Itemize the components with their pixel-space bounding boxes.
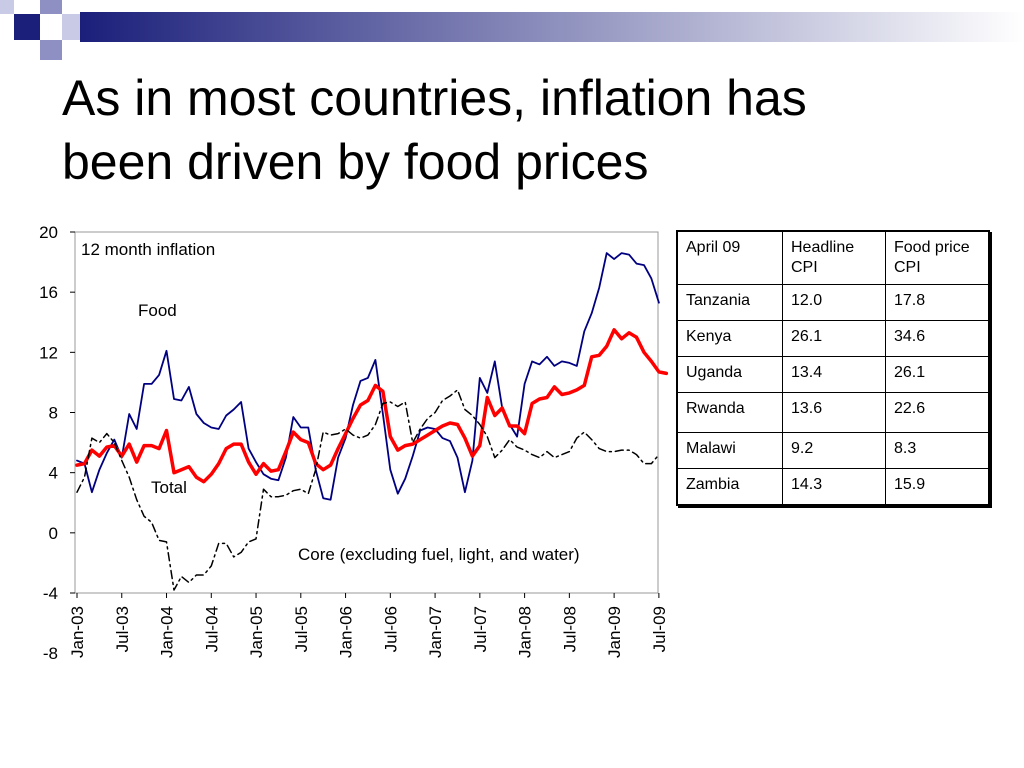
y-tick-label: -4 [43, 584, 58, 603]
y-axis: 20 16 12 8 4 0 -4 -8 [39, 223, 75, 663]
x-tick-label: Jul-09 [650, 606, 669, 652]
cpi-table-cell: 22.6 [885, 392, 990, 433]
chart-title: 12 month inflation [81, 240, 215, 259]
cpi-table-cell: Malawi [676, 432, 783, 469]
cpi-table-cell: 14.3 [782, 468, 886, 505]
series-line-total [75, 328, 669, 484]
cpi-table-cell: 26.1 [782, 320, 886, 357]
y-tick-label: -8 [43, 644, 58, 663]
cpi-table-row: Rwanda 13.6 22.6 [676, 392, 990, 433]
cpi-table-cell: 12.0 [782, 284, 886, 321]
deco-square-dark [14, 14, 40, 40]
slide-title-line1: As in most countries, inflation has [62, 70, 807, 126]
x-tick-label: Jan-05 [247, 606, 266, 658]
core-series-label: Core (excluding fuel, light, and water) [298, 545, 580, 564]
x-tick-label: Jul-03 [113, 606, 132, 652]
deco-square-mid [40, 0, 62, 14]
cpi-table-row: Zambia 14.3 15.9 [676, 468, 990, 505]
series-group [75, 252, 669, 591]
cpi-table-header-cell: April 09 [676, 230, 783, 285]
deco-square-light [62, 14, 80, 40]
cpi-table-header-row: April 09 Headline CPI Food price CPI [676, 230, 990, 285]
cpi-table-cell: 15.9 [885, 468, 990, 505]
x-tick-label: Jan-03 [68, 606, 87, 658]
series-line-core [76, 389, 660, 591]
x-tick-label: Jan-06 [337, 606, 356, 658]
cpi-table: April 09 Headline CPI Food price CPI Tanzan… [676, 230, 990, 506]
y-tick-label: 20 [39, 223, 58, 242]
cpi-table-cell: 17.8 [885, 284, 990, 321]
plot-area [74, 231, 659, 594]
cpi-table-cell: 34.6 [885, 320, 990, 357]
cpi-table-header-cell: Headline CPI [782, 230, 886, 285]
slide-title-line2: been driven by food prices [62, 134, 649, 190]
cpi-table-cell: Tanzania [676, 284, 783, 321]
cpi-table-cell: 13.6 [782, 392, 886, 433]
cpi-table-cell: Zambia [676, 468, 783, 505]
deco-square-mid [40, 40, 62, 60]
y-tick-label: 16 [39, 283, 58, 302]
cpi-table-row: Kenya 26.1 34.6 [676, 320, 990, 357]
cpi-table-cell: 26.1 [885, 356, 990, 393]
cpi-table-cell: Uganda [676, 356, 783, 393]
cpi-table-cell: Rwanda [676, 392, 783, 433]
slide-title: As in most countries, inflation has been… [62, 66, 962, 194]
x-tick-label: Jul-06 [381, 606, 400, 652]
food-series-label: Food [138, 301, 177, 320]
top-gradient-bar [80, 12, 1024, 42]
y-tick-label: 0 [49, 524, 58, 543]
slide-decoration [0, 0, 1024, 60]
cpi-table-row: Uganda 13.4 26.1 [676, 356, 990, 393]
y-tick-label: 4 [49, 464, 58, 483]
y-tick-label: 12 [39, 343, 58, 362]
total-series-label: Total [151, 478, 187, 497]
cpi-table-cell: 13.4 [782, 356, 886, 393]
series-line-food [76, 252, 660, 501]
x-tick-label: Jan-07 [426, 606, 445, 658]
deco-square-light [0, 0, 14, 14]
y-tick-label: 8 [49, 404, 58, 423]
cpi-table-row: Tanzania 12.0 17.8 [676, 284, 990, 321]
x-tick-label: Jul-04 [202, 606, 221, 652]
x-tick-label: Jul-05 [292, 606, 311, 652]
x-tick-label: Jan-04 [158, 606, 177, 658]
cpi-table-cell: 9.2 [782, 432, 886, 469]
x-tick-label: Jul-08 [560, 606, 579, 652]
cpi-table-header-cell: Food price CPI [885, 230, 990, 285]
x-tick-label: Jan-09 [605, 606, 624, 658]
x-axis: Jan-03 Jul-03 Jan-04 Jul-04 Jan-05 Jul-05 Jan-… [68, 593, 669, 658]
x-tick-label: Jul-07 [471, 606, 490, 652]
x-tick-label: Jan-08 [516, 606, 535, 658]
cpi-table-cell: 8.3 [885, 432, 990, 469]
cpi-table-cell: Kenya [676, 320, 783, 357]
cpi-table-body: April 09 Headline CPI Food price CPI Tanzan… [676, 230, 990, 505]
cpi-table-row: Malawi 9.2 8.3 [676, 432, 990, 469]
